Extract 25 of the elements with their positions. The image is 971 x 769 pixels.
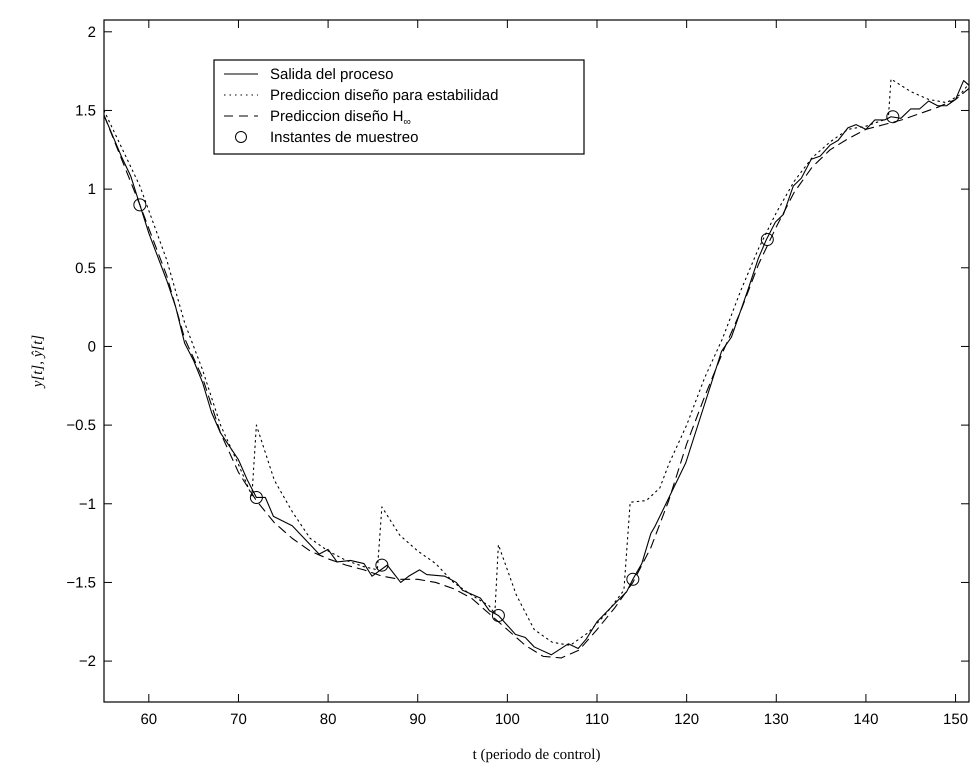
legend-label: Prediccion diseño H$_{∞}$ bbox=[270, 108, 412, 128]
x-tick-label: 90 bbox=[409, 711, 426, 728]
y-axis-title: y[t], ŷ[t] bbox=[30, 334, 46, 390]
y-tick-label: −0.5 bbox=[66, 417, 96, 434]
x-tick-label: 60 bbox=[140, 711, 158, 728]
y-tick-label: 1.5 bbox=[75, 102, 96, 120]
legend-label: Prediccion diseño para estabilidad bbox=[270, 87, 498, 104]
x-tick-label: 120 bbox=[674, 711, 700, 728]
y-tick-label: −1 bbox=[78, 496, 96, 513]
y-tick-label: 2 bbox=[88, 24, 96, 41]
x-tick-label: 130 bbox=[764, 711, 789, 728]
x-tick-label: 80 bbox=[320, 711, 336, 728]
x-tick-label: 100 bbox=[494, 711, 520, 728]
legend-label: Instantes de muestreo bbox=[270, 129, 418, 146]
y-tick-label: −2 bbox=[78, 653, 96, 670]
x-tick-label: 110 bbox=[585, 711, 609, 728]
y-tick-label: 0.5 bbox=[75, 260, 96, 277]
x-tick-label: 70 bbox=[230, 711, 247, 728]
y-tick-label: −1.5 bbox=[66, 574, 96, 592]
x-axis-title: t (periodo de control) bbox=[472, 747, 600, 763]
y-tick-label: 0 bbox=[88, 338, 96, 356]
x-tick-label: 150 bbox=[943, 711, 968, 728]
y-tick-label: 1 bbox=[88, 181, 96, 198]
legend-label: Salida del proceso bbox=[270, 66, 394, 83]
x-tick-label: 140 bbox=[853, 711, 878, 728]
